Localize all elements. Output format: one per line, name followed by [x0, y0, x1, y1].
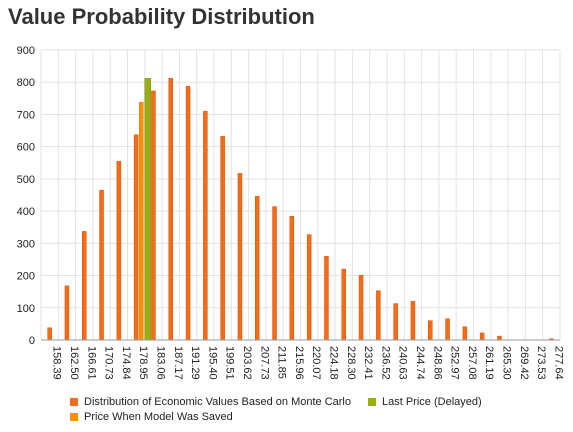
- x-tick-label: 248.86: [431, 346, 443, 380]
- distribution-bar: [272, 206, 277, 341]
- x-tick-label: 174.84: [120, 346, 132, 380]
- legend-swatch-distribution: [70, 398, 78, 406]
- x-tick-label: 265.30: [500, 346, 512, 380]
- legend-swatch-last-price: [368, 398, 376, 406]
- distribution-bar: [151, 90, 156, 341]
- distribution-bar: [82, 231, 87, 341]
- y-tick-label: 500: [17, 174, 35, 186]
- distribution-bar: [203, 110, 208, 341]
- distribution-bar: [445, 318, 450, 341]
- legend-label-distribution: Distribution of Economic Values Based on…: [84, 396, 351, 408]
- distribution-bar: [237, 173, 243, 341]
- chart-title: Value Probability Distribution: [8, 4, 315, 29]
- y-tick-label: 200: [17, 271, 35, 283]
- x-tick-label: 199.51: [224, 346, 236, 380]
- x-tick-label: 244.74: [414, 346, 426, 380]
- x-tick-label: 236.52: [379, 346, 391, 380]
- distribution-bar: [64, 285, 70, 341]
- model-price-bar: [139, 101, 144, 341]
- legend-item-distribution[interactable]: Distribution of Economic Values Based on…: [70, 396, 351, 408]
- legend-swatch-model-price: [70, 413, 78, 421]
- legend-label-last-price: Last Price (Delayed): [382, 396, 482, 408]
- x-tick-label: 240.63: [397, 346, 409, 380]
- y-tick-label: 700: [17, 109, 35, 121]
- y-tick-label: 300: [17, 238, 35, 250]
- last-price-bar: [144, 78, 152, 341]
- legend-item-model-price[interactable]: Price When Model Was Saved: [70, 411, 233, 423]
- y-tick-label: 400: [17, 206, 35, 218]
- distribution-bar: [376, 290, 381, 341]
- x-tick-label: 220.07: [310, 346, 322, 380]
- legend-item-last-price[interactable]: Last Price (Delayed): [368, 396, 482, 408]
- distribution-bar: [462, 326, 468, 341]
- x-tick-label: 261.19: [483, 346, 495, 380]
- y-tick-label: 800: [17, 77, 35, 89]
- distribution-bar: [255, 196, 260, 341]
- x-tick-label: 166.61: [85, 346, 97, 380]
- distribution-bar: [47, 327, 52, 341]
- x-tick-label: 252.97: [449, 346, 461, 380]
- x-tick-label: 228.30: [345, 346, 357, 380]
- distribution-bar: [341, 268, 346, 341]
- distribution-bar: [324, 255, 329, 341]
- y-tick-label: 900: [17, 45, 35, 57]
- distribution-bar: [116, 160, 122, 341]
- distribution-bar: [393, 303, 398, 341]
- legend-label-model-price: Price When Model Was Saved: [84, 411, 233, 423]
- x-tick-label: 162.50: [68, 346, 80, 380]
- y-tick-label: 600: [17, 142, 35, 154]
- x-tick-label: 183.06: [154, 346, 166, 380]
- x-tick-label: 191.29: [189, 346, 201, 380]
- distribution-bar: [428, 320, 433, 341]
- distribution-bar: [497, 335, 502, 341]
- x-tick-label: 187.17: [172, 346, 184, 380]
- distribution-bar: [289, 216, 295, 341]
- x-tick-label: 269.42: [518, 346, 530, 380]
- distribution-bar: [220, 136, 225, 341]
- x-tick-label: 273.53: [535, 346, 547, 380]
- distribution-bar: [185, 86, 191, 341]
- x-tick-label: 211.85: [276, 346, 288, 379]
- distribution-bar: [306, 234, 312, 341]
- distribution-bar: [479, 332, 485, 341]
- x-tick-label: 215.96: [293, 346, 305, 380]
- x-tick-label: 170.73: [103, 346, 115, 380]
- distribution-bar: [133, 134, 139, 341]
- x-tick-label: 178.95: [137, 346, 149, 380]
- distribution-bar: [358, 274, 364, 341]
- distribution-bar: [99, 189, 104, 341]
- y-tick-label: 0: [29, 335, 35, 347]
- x-tick-label: 224.18: [327, 346, 339, 380]
- x-tick-label: 203.62: [241, 346, 253, 380]
- x-tick-label: 207.73: [258, 346, 270, 380]
- x-tick-label: 195.40: [206, 346, 218, 380]
- distribution-bar: [410, 301, 416, 341]
- x-tick-label: 232.41: [362, 346, 374, 380]
- x-tick-label: 257.08: [466, 346, 478, 380]
- x-tick-label: 277.64: [552, 346, 564, 380]
- distribution-bar: [168, 78, 173, 341]
- y-tick-label: 100: [17, 303, 35, 315]
- x-tick-label: 158.39: [51, 346, 63, 380]
